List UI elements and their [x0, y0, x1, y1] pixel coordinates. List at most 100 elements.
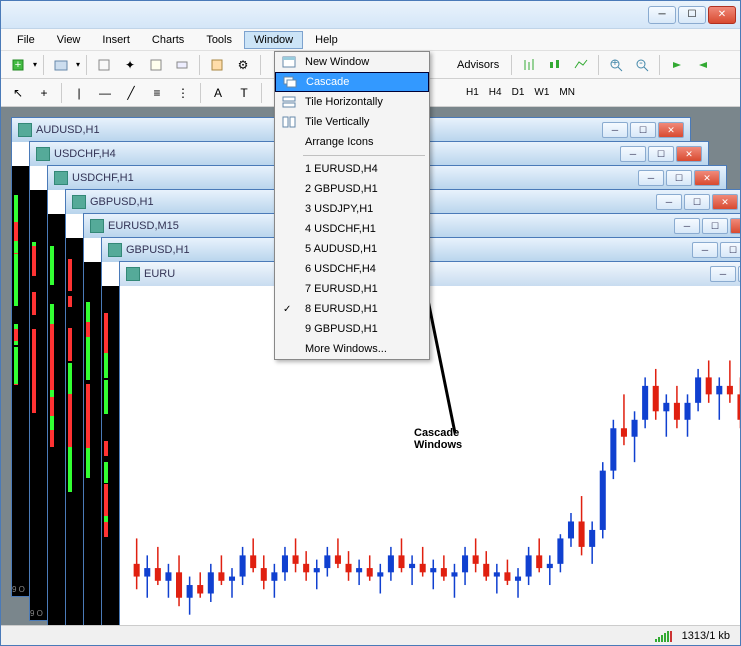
data-window-button[interactable]: [145, 54, 167, 76]
timeframe-W1[interactable]: W1: [530, 85, 553, 100]
menu-item-7-eurusd-h1[interactable]: 7 EURUSD,H1: [275, 279, 429, 299]
window-minimize-button[interactable]: ─: [710, 266, 736, 282]
terminal-button[interactable]: [171, 54, 193, 76]
timeframe-D1[interactable]: D1: [508, 85, 529, 100]
menu-insert[interactable]: Insert: [92, 31, 140, 49]
text-button[interactable]: A: [207, 82, 229, 104]
menu-item-more-windows-[interactable]: More Windows...: [275, 339, 429, 359]
maximize-button[interactable]: ☐: [678, 6, 706, 24]
window-close-button[interactable]: ✕: [658, 122, 684, 138]
window-minimize-button[interactable]: ─: [602, 122, 628, 138]
window-close-button[interactable]: ✕: [676, 146, 702, 162]
chart-icon: [36, 147, 50, 161]
line-chart-button[interactable]: [570, 54, 592, 76]
timeframe-H4[interactable]: H4: [485, 85, 506, 100]
main-window: ─ ☐ ✕ FileViewInsertChartsToolsWindowHel…: [0, 0, 741, 646]
timeframe-MN[interactable]: MN: [555, 85, 579, 100]
menu-item-label: New Window: [305, 56, 369, 68]
menu-item-arrange-icons[interactable]: Arrange Icons: [275, 132, 429, 152]
window-maximize-button[interactable]: ☐: [738, 266, 740, 282]
window-close-button[interactable]: ✕: [712, 194, 738, 210]
candlestick-button[interactable]: [544, 54, 566, 76]
menu-item-2-gbpusd-h1[interactable]: 2 GBPUSD,H1: [275, 179, 429, 199]
menu-item-label: 2 GBPUSD,H1: [305, 183, 378, 195]
dropdown-arrow-icon[interactable]: ▾: [33, 60, 37, 69]
cursor-button[interactable]: ↖: [7, 82, 29, 104]
zoom-in-button[interactable]: +: [605, 54, 627, 76]
cascade-icon: [282, 74, 298, 90]
crosshair-button[interactable]: +: [33, 82, 55, 104]
menu-window[interactable]: Window: [244, 31, 303, 49]
tile-h-icon: [281, 94, 297, 110]
check-icon: ✓: [283, 304, 291, 315]
minimize-button[interactable]: ─: [648, 6, 676, 24]
statusbar: 1313/1 kb: [1, 625, 740, 645]
window-close-button[interactable]: ✕: [694, 170, 720, 186]
vertical-line-button[interactable]: |: [68, 82, 90, 104]
menu-item-8-eurusd-h1[interactable]: ✓8 EURUSD,H1: [275, 299, 429, 319]
navigator-button[interactable]: ✦: [119, 54, 141, 76]
expert-advisors-label: Advisors: [451, 59, 505, 71]
window-maximize-button[interactable]: ☐: [630, 122, 656, 138]
chart-window-title: GBPUSD,H1: [90, 196, 154, 208]
menu-file[interactable]: File: [7, 31, 45, 49]
chart-icon: [108, 243, 122, 257]
fibonacci-button[interactable]: ⋮: [172, 82, 194, 104]
window-minimize-button[interactable]: ─: [638, 170, 664, 186]
menu-item-new-window[interactable]: New Window: [275, 52, 429, 72]
window-maximize-button[interactable]: ☐: [684, 194, 710, 210]
svg-text:-: -: [639, 58, 643, 69]
window-maximize-button[interactable]: ☐: [720, 242, 740, 258]
market-watch-button[interactable]: [93, 54, 115, 76]
window-maximize-button[interactable]: ☐: [666, 170, 692, 186]
timeframe-H1[interactable]: H1: [462, 85, 483, 100]
menu-item-cascade[interactable]: Cascade: [275, 72, 429, 92]
menu-item-5-audusd-h1[interactable]: 5 AUDUSD,H1: [275, 239, 429, 259]
window-minimize-button[interactable]: ─: [674, 218, 700, 234]
menu-view[interactable]: View: [47, 31, 91, 49]
menu-item-9-gbpusd-h1[interactable]: 9 GBPUSD,H1: [275, 319, 429, 339]
close-button[interactable]: ✕: [708, 6, 736, 24]
svg-text:+: +: [15, 59, 21, 71]
chart-shift-button[interactable]: [692, 54, 714, 76]
window-minimize-button[interactable]: ─: [692, 242, 718, 258]
menu-item-4-usdchf-h1[interactable]: 4 USDCHF,H1: [275, 219, 429, 239]
text-label-button[interactable]: T: [233, 82, 255, 104]
horizontal-line-button[interactable]: —: [94, 82, 116, 104]
menu-item-label: 3 USDJPY,H1: [305, 203, 373, 215]
chart-icon: [54, 171, 68, 185]
window-minimize-button[interactable]: ─: [656, 194, 682, 210]
menu-item-label: 7 EURUSD,H1: [305, 283, 378, 295]
profiles-button[interactable]: [50, 54, 72, 76]
window-menu-dropdown: New Window CascadeTile Horizontally Tile V…: [274, 51, 430, 360]
trendline-button[interactable]: ╱: [120, 82, 142, 104]
titlebar: ─ ☐ ✕: [1, 1, 740, 29]
zoom-out-button[interactable]: -: [631, 54, 653, 76]
window-maximize-button[interactable]: ☐: [648, 146, 674, 162]
candlestick-chart: [120, 286, 740, 625]
equidistant-channel-button[interactable]: ≡: [146, 82, 168, 104]
window-minimize-button[interactable]: ─: [620, 146, 646, 162]
menu-item-label: 9 GBPUSD,H1: [305, 323, 378, 335]
strategy-tester-button[interactable]: ⚙: [232, 54, 254, 76]
dropdown-arrow-icon[interactable]: ▾: [76, 60, 80, 69]
bar-chart-button[interactable]: [518, 54, 540, 76]
new-order-button[interactable]: [206, 54, 228, 76]
menu-item-3-usdjpy-h1[interactable]: 3 USDJPY,H1: [275, 199, 429, 219]
menubar: FileViewInsertChartsToolsWindowHelp: [1, 29, 740, 51]
menu-item-1-eurusd-h4[interactable]: 1 EURUSD,H4: [275, 159, 429, 179]
connection-bars-icon: [655, 630, 672, 642]
menu-tools[interactable]: Tools: [196, 31, 242, 49]
window-close-button[interactable]: ✕: [730, 218, 740, 234]
menu-charts[interactable]: Charts: [142, 31, 194, 49]
window-maximize-button[interactable]: ☐: [702, 218, 728, 234]
menu-item-label: Tile Vertically: [305, 116, 369, 128]
menu-help[interactable]: Help: [305, 31, 348, 49]
new-chart-button[interactable]: +: [7, 54, 29, 76]
menu-item-tile-horizontally[interactable]: Tile Horizontally: [275, 92, 429, 112]
menu-item-6-usdchf-h4[interactable]: 6 USDCHF,H4: [275, 259, 429, 279]
auto-scroll-button[interactable]: [666, 54, 688, 76]
chart-icon: [18, 123, 32, 137]
menu-item-label: 4 USDCHF,H1: [305, 223, 376, 235]
menu-item-tile-vertically[interactable]: Tile Vertically: [275, 112, 429, 132]
